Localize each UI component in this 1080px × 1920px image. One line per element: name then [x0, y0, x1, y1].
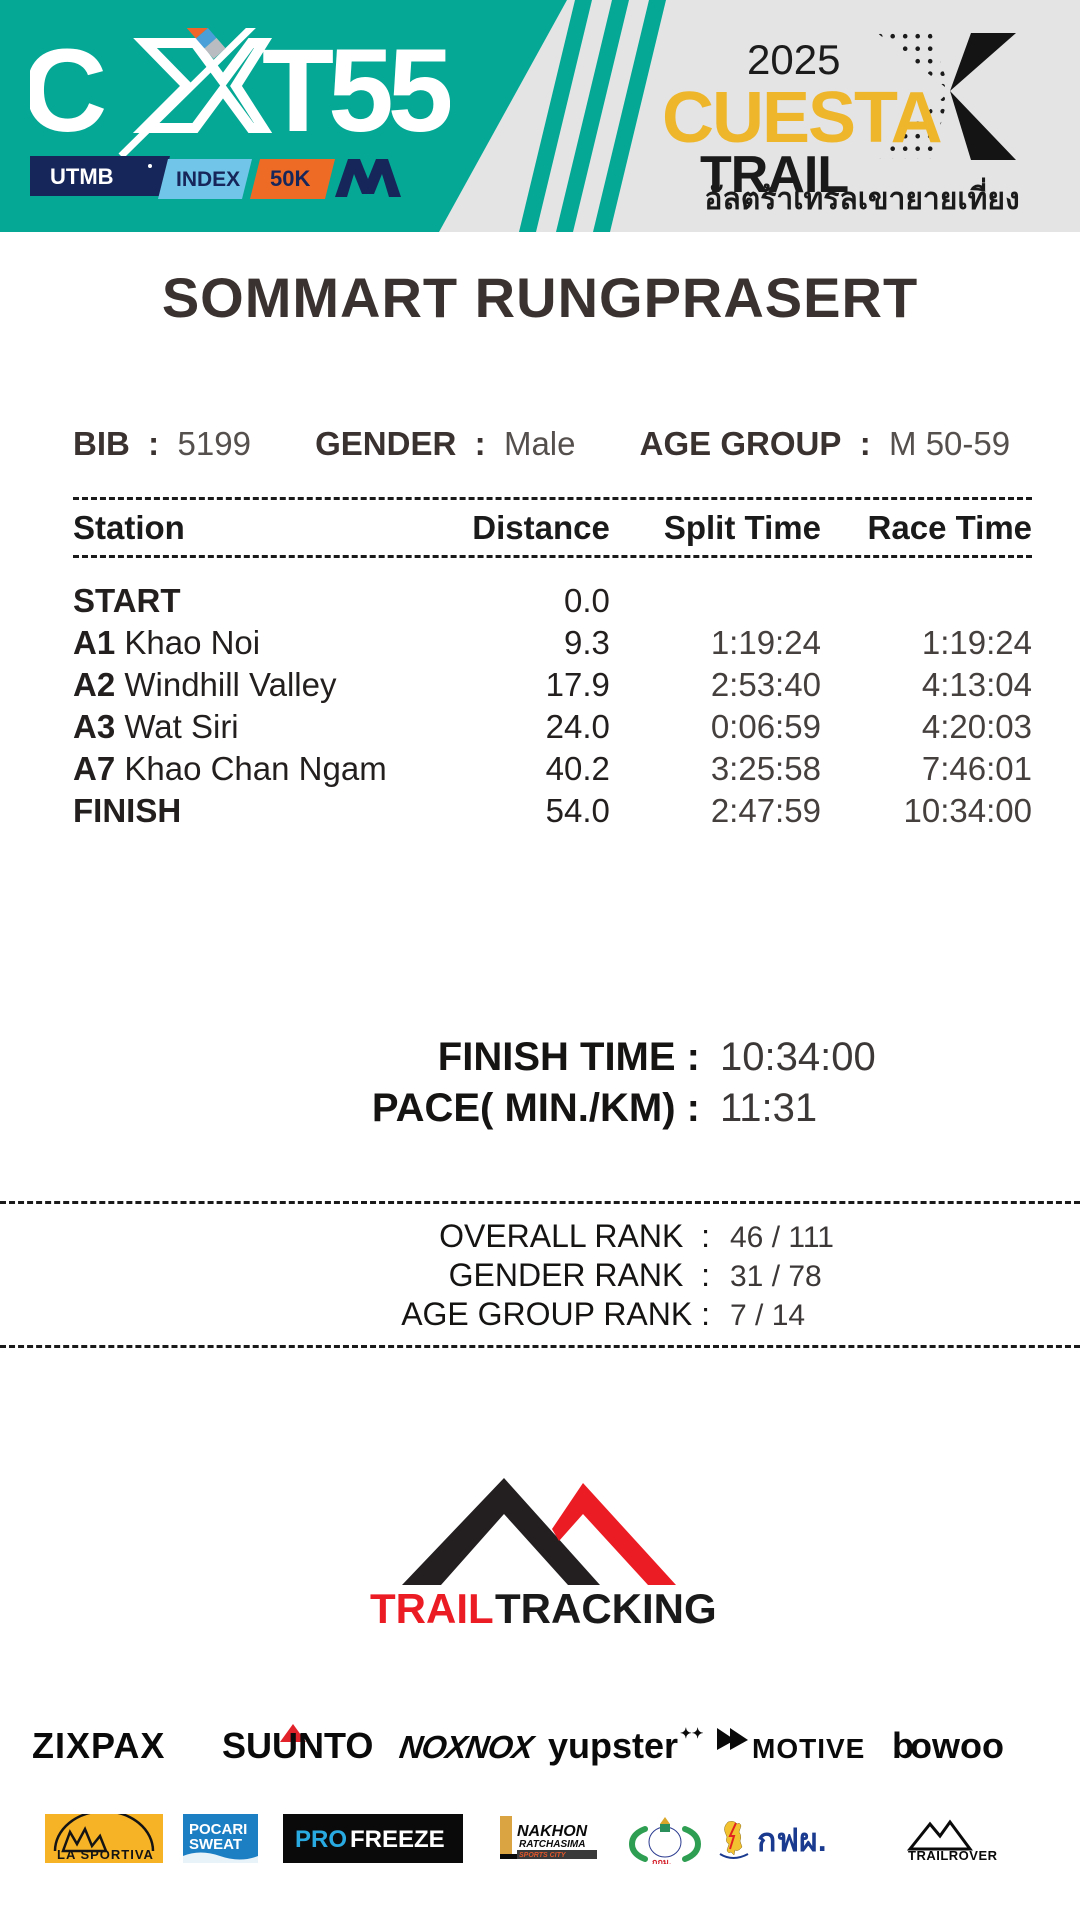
svg-text:TRAIL: TRAIL	[370, 1585, 494, 1625]
svg-text:yupster: yupster	[548, 1725, 678, 1766]
svg-text:✦✦: ✦✦	[680, 1725, 704, 1741]
svg-text:LA SPORTIVA: LA SPORTIVA	[57, 1847, 154, 1862]
svg-text:TRACKING: TRACKING	[495, 1585, 717, 1625]
svg-text:TRAILROVER: TRAILROVER	[908, 1848, 998, 1863]
svg-text:PRO: PRO	[295, 1826, 347, 1853]
svg-text:FREEZE: FREEZE	[350, 1826, 445, 1853]
svg-text:กกม.: กกม.	[652, 1857, 671, 1864]
svg-text:MOTIVE: MOTIVE	[752, 1733, 865, 1764]
svg-text:RATCHASIMA: RATCHASIMA	[519, 1839, 585, 1850]
svg-text:C: C	[30, 28, 104, 157]
svg-text:NAKHON: NAKHON	[517, 1823, 588, 1840]
svg-text:INDEX: INDEX	[176, 168, 240, 191]
svg-text:ZIXPAX: ZIXPAX	[32, 1725, 165, 1766]
svg-text:owoo: owoo	[910, 1725, 1004, 1766]
svg-text:UTMB: UTMB	[50, 164, 114, 189]
svg-text:T55: T55	[262, 28, 450, 157]
svg-text:SUUNTO: SUUNTO	[222, 1725, 373, 1766]
svg-text:2025: 2025	[747, 36, 840, 83]
svg-text:NOXNOX: NOXNOX	[397, 1729, 538, 1765]
svg-text:SWEAT: SWEAT	[189, 1836, 242, 1853]
svg-text:SPORTS CITY: SPORTS CITY	[519, 1852, 567, 1859]
svg-text:50K: 50K	[270, 166, 310, 191]
svg-text:กฟผ.: กฟผ.	[757, 1822, 827, 1858]
